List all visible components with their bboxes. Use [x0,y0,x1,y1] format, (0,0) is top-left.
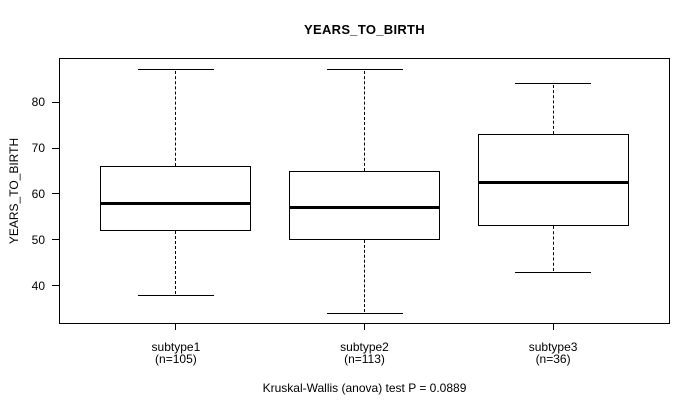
upper-whisker-line [175,70,177,167]
x-group-label: subtype1 [151,340,201,354]
y-axis-tick [52,101,59,103]
y-axis-tick-label: 60 [31,186,45,201]
y-axis-tick [52,193,59,195]
iqr-box [289,171,440,240]
y-axis-tick-label: 80 [31,95,45,110]
x-axis-tick [552,324,554,330]
upper-whisker-line [364,70,365,171]
y-axis-tick [52,239,59,241]
iqr-box [477,134,629,227]
lower-whisker-line [364,239,365,313]
y-axis-tick-label: 40 [31,278,45,293]
lower-whisker-cap [326,312,403,314]
kruskal-wallis-annotation: Kruskal-Wallis (anova) test P = 0.0889 [262,381,467,395]
y-axis-tick [52,147,59,149]
y-axis-tick-label: 50 [31,232,45,247]
chart-title: YEARS_TO_BIRTH [304,22,425,37]
lower-whisker-line [175,230,177,295]
upper-whisker-cap [326,69,403,71]
x-group-label: subtype2 [340,340,389,354]
upper-whisker-cap [137,69,214,71]
lower-whisker-line [552,226,554,272]
median-line [100,201,252,205]
y-axis-tick [52,285,59,287]
iqr-box [100,166,252,231]
x-group-sublabel: (n=105) [155,352,197,366]
median-line [477,181,629,184]
x-group-sublabel: (n=113) [344,352,385,366]
x-axis-tick [175,324,177,330]
x-group-sublabel: (n=36) [535,352,571,366]
x-axis-tick [364,324,365,330]
y-axis-tick-label: 70 [31,141,45,156]
median-line [289,206,440,210]
lower-whisker-cap [515,271,592,273]
upper-whisker-line [552,84,554,135]
upper-whisker-cap [515,83,592,85]
x-group-label: subtype3 [528,340,578,354]
lower-whisker-cap [137,294,214,296]
